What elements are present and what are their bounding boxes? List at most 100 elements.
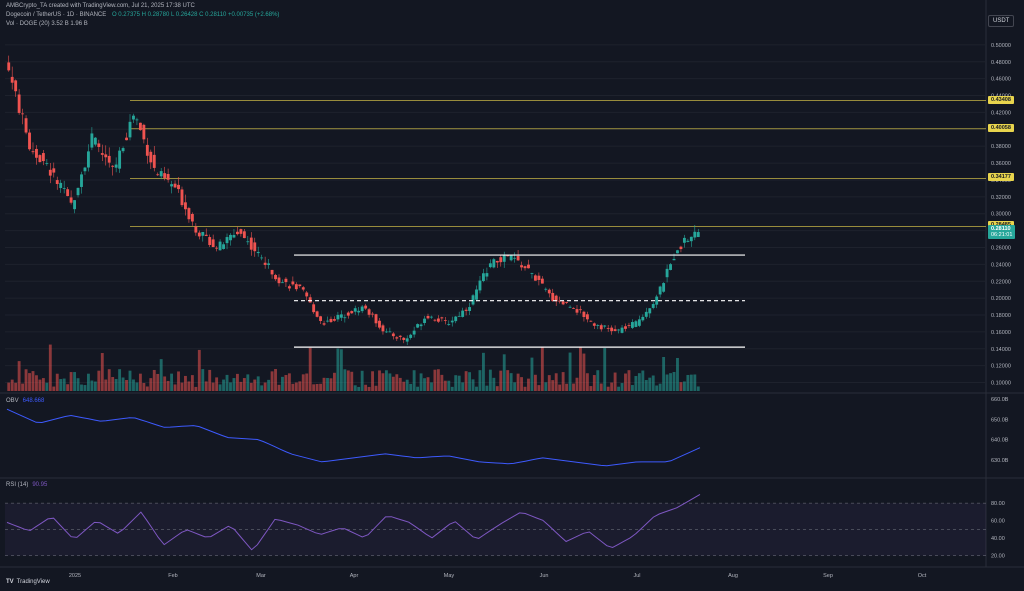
candle-body xyxy=(561,301,565,305)
candle-body xyxy=(104,154,108,158)
candle-body xyxy=(66,189,70,197)
candle-body xyxy=(464,309,468,311)
volume-bar xyxy=(416,386,420,391)
volume-bar xyxy=(468,372,472,391)
candle-body xyxy=(253,242,257,252)
volume-bar xyxy=(346,370,350,391)
candle-body xyxy=(80,174,83,187)
volume-bar xyxy=(364,384,368,391)
candle-body xyxy=(461,310,465,317)
candle-body xyxy=(204,234,208,236)
candle-body xyxy=(156,174,160,176)
candle-body xyxy=(478,280,482,291)
candle-body xyxy=(10,76,14,83)
candle-body xyxy=(457,315,461,317)
candle-body xyxy=(599,325,603,330)
candle-body xyxy=(357,310,361,313)
candle-body xyxy=(152,154,156,168)
volume-bar xyxy=(585,373,589,391)
volume-bar xyxy=(41,378,45,391)
volume-bar xyxy=(530,357,534,391)
date-tick-label: Aug xyxy=(728,573,738,579)
candle-body xyxy=(384,331,388,333)
price-tick-label: 0.42000 xyxy=(991,110,1011,116)
candle-body xyxy=(662,283,666,292)
candle-body xyxy=(235,231,239,235)
currency-button[interactable]: USDT xyxy=(988,15,1015,27)
date-tick-label: Apr xyxy=(350,573,359,579)
candle-body xyxy=(430,316,433,318)
volume-bar xyxy=(17,361,21,391)
volume-bar xyxy=(450,386,454,391)
candle-body xyxy=(52,168,56,173)
volume-bar xyxy=(624,373,627,391)
candle-body xyxy=(55,180,59,184)
volume-bar xyxy=(326,377,329,391)
volume-bar xyxy=(145,386,149,391)
date-tick-label: Oct xyxy=(918,573,927,579)
candle-body xyxy=(682,237,686,243)
volume-bar xyxy=(159,359,163,391)
candle-body xyxy=(93,137,97,145)
volume-bar xyxy=(232,378,236,391)
volume-bar xyxy=(572,383,575,391)
volume-bar xyxy=(277,384,281,391)
candle-body xyxy=(520,265,523,268)
candle-body xyxy=(509,254,513,261)
symbol-name[interactable]: Dogecoin / TetherUS · 1D · BINANCE xyxy=(6,12,107,18)
volume-bar xyxy=(305,373,309,391)
candle-body xyxy=(572,307,575,309)
candle-body xyxy=(59,182,63,188)
price-tick-label: 0.38000 xyxy=(991,144,1011,150)
tradingview-logo[interactable]: TV TradingView xyxy=(6,579,50,585)
candle-body xyxy=(665,268,669,278)
candle-body xyxy=(229,234,232,241)
volume-bar xyxy=(644,380,648,391)
candle-body xyxy=(554,295,558,302)
volume-bar xyxy=(634,376,638,391)
candle-body xyxy=(322,323,326,325)
volume-bar xyxy=(457,375,461,391)
volume-bar xyxy=(589,386,593,391)
candle-body xyxy=(197,232,201,237)
volume-bar xyxy=(38,379,42,391)
candle-body xyxy=(118,150,122,169)
candle-body xyxy=(177,184,180,190)
volume-bar xyxy=(443,380,447,391)
candle-body xyxy=(374,314,378,324)
volume-bar xyxy=(7,382,11,391)
volume-bar xyxy=(73,372,76,391)
candle-body xyxy=(24,118,28,133)
candle-body xyxy=(222,244,225,249)
candle-body xyxy=(624,326,627,329)
candle-body xyxy=(239,229,243,234)
volume-bar xyxy=(211,382,215,391)
volume-bar xyxy=(294,382,298,391)
volume-bar xyxy=(163,376,167,391)
volume-bar xyxy=(523,386,527,391)
date-tick-label: 2025 xyxy=(69,573,81,579)
candle-body xyxy=(568,306,572,308)
volume-bar xyxy=(606,386,610,391)
volume-bar xyxy=(194,386,198,391)
candle-body xyxy=(637,319,641,326)
candle-body xyxy=(641,316,645,321)
candle-body xyxy=(270,269,274,275)
candle-body xyxy=(450,320,454,323)
volume-bar xyxy=(655,385,659,391)
volume-bar xyxy=(648,377,652,391)
candle-body xyxy=(90,133,94,148)
candle-body xyxy=(301,287,305,290)
candle-body xyxy=(610,327,614,332)
volume-bar xyxy=(190,375,194,391)
price-tick-label: 0.46000 xyxy=(991,77,1011,83)
candle-body xyxy=(402,337,406,340)
candle-body xyxy=(495,260,499,263)
candle-body xyxy=(69,197,73,203)
volume-bar xyxy=(423,378,426,391)
candle-body xyxy=(138,122,142,131)
volume-bar xyxy=(447,380,451,391)
volume-bar xyxy=(329,378,333,391)
candle-body xyxy=(689,236,693,242)
